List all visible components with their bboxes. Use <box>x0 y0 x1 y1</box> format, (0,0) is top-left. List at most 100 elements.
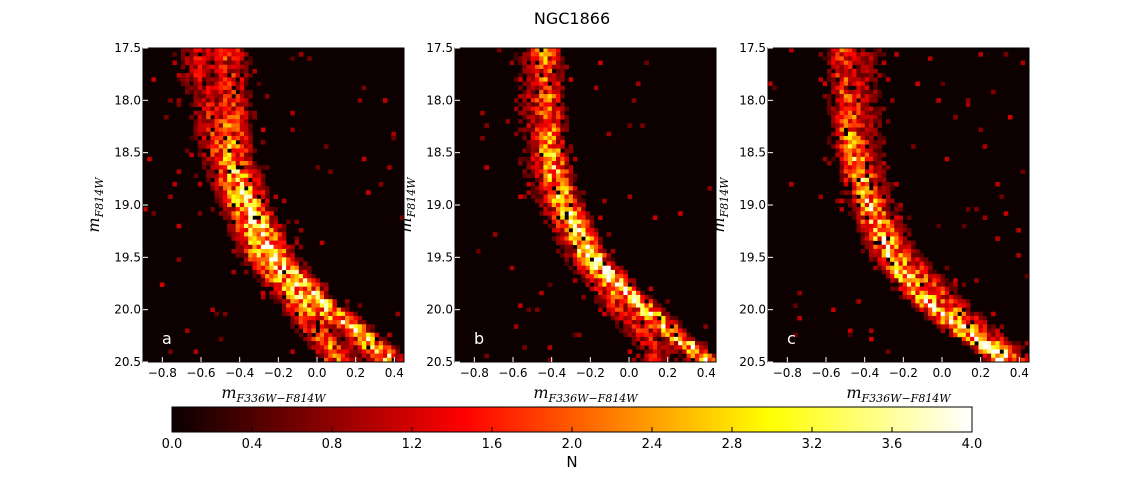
heatmap-cell <box>340 332 346 338</box>
colorbar-segment <box>608 407 613 432</box>
heatmap-cell <box>231 173 236 179</box>
heatmap-cell <box>856 152 861 158</box>
heatmap-cell <box>332 311 337 317</box>
heatmap-cell <box>518 60 523 66</box>
heatmap-cell <box>631 357 637 363</box>
heatmap-cell <box>881 228 887 233</box>
heatmap-cell <box>577 232 582 237</box>
heatmap-cell <box>944 295 950 300</box>
heatmap-cell <box>678 211 683 216</box>
heatmap-cell <box>518 303 523 308</box>
heatmap-cell <box>678 345 683 350</box>
heatmap-cell <box>556 135 561 141</box>
heatmap-cell <box>564 198 569 204</box>
heatmap-cell <box>869 207 874 212</box>
x-axis-label: mF336W−F814W <box>221 383 327 405</box>
heatmap-cell <box>885 248 891 254</box>
heatmap-cell <box>953 282 958 287</box>
heatmap-cell <box>260 257 266 262</box>
heatmap-cell <box>231 89 236 95</box>
heatmap-cell <box>248 89 253 95</box>
heatmap-cell <box>665 328 670 333</box>
heatmap-cell <box>873 156 878 162</box>
heatmap-cell <box>534 127 540 133</box>
heatmap-cell <box>577 202 582 208</box>
heatmap-cell <box>564 119 569 124</box>
heatmap-cell <box>585 211 591 216</box>
heatmap-cell <box>602 311 607 317</box>
heatmap-cell <box>218 152 224 158</box>
heatmap-cell <box>835 73 840 78</box>
heatmap-cell <box>556 85 561 91</box>
heatmap-cell <box>953 307 958 313</box>
heatmap-cell <box>235 119 241 124</box>
heatmap-cell <box>374 349 380 354</box>
heatmap-cell <box>227 198 232 204</box>
heatmap-cell <box>539 60 544 66</box>
heatmap-cell <box>881 269 887 275</box>
colorbar-segment <box>604 407 609 432</box>
heatmap-cell <box>970 336 975 342</box>
heatmap-cell <box>602 198 607 204</box>
heatmap-cell <box>906 282 912 287</box>
heatmap-cell <box>218 60 224 66</box>
heatmap-cell <box>556 198 561 204</box>
heatmap-cell <box>551 190 557 195</box>
heatmap-cell <box>239 215 245 220</box>
heatmap-cell <box>298 332 304 338</box>
heatmap-cell <box>772 85 777 91</box>
heatmap-cell <box>256 253 262 258</box>
heatmap-cell <box>534 194 540 200</box>
heatmap-cell <box>530 131 536 137</box>
heatmap-cell <box>636 315 641 321</box>
heatmap-cell <box>890 286 895 292</box>
heatmap-cell <box>235 156 241 162</box>
heatmap-cell <box>589 274 595 279</box>
heatmap-cell <box>623 303 628 308</box>
heatmap-cell <box>577 198 582 204</box>
heatmap-cell <box>227 60 232 66</box>
heatmap-cell <box>843 102 849 107</box>
heatmap-cell <box>873 131 878 137</box>
heatmap-cell <box>932 278 937 283</box>
heatmap-cell <box>269 265 274 271</box>
heatmap-cell <box>564 240 569 246</box>
y-tick-label: 20.5 <box>426 355 453 369</box>
heatmap-cell <box>978 328 983 333</box>
heatmap-cell <box>885 181 891 187</box>
heatmap-cell <box>244 169 249 174</box>
heatmap-cell <box>277 257 283 262</box>
heatmap-cell <box>890 232 895 237</box>
heatmap-cell <box>894 211 899 216</box>
heatmap-cells <box>143 48 405 363</box>
heatmap-cell <box>265 240 270 246</box>
heatmap-cell <box>543 73 548 78</box>
heatmap-cell <box>694 345 700 350</box>
heatmap-cell <box>273 215 279 220</box>
heatmap-cell <box>572 232 578 237</box>
heatmap-cell <box>547 223 553 229</box>
heatmap-cell <box>682 345 687 350</box>
heatmap-cell <box>324 357 329 363</box>
colorbar-segment <box>496 407 501 432</box>
heatmap-cell <box>378 353 384 359</box>
heatmap-cell <box>248 190 253 195</box>
heatmap-cell <box>235 219 241 225</box>
heatmap-cell <box>522 127 527 133</box>
y-tick-label: 20.0 <box>426 303 453 317</box>
heatmap-cell <box>995 349 1000 354</box>
heatmap-cell <box>610 286 616 292</box>
heatmap-cell <box>568 244 574 250</box>
heatmap-cell <box>577 332 582 338</box>
heatmap-cell <box>518 73 523 78</box>
heatmap-cell <box>902 240 908 246</box>
colorbar-segment <box>360 407 365 432</box>
heatmap-cell <box>577 219 582 225</box>
heatmap-cell <box>860 106 866 112</box>
heatmap-cell <box>302 265 308 271</box>
heatmap-cell <box>919 257 925 262</box>
heatmap-cell <box>690 349 696 354</box>
heatmap-cell <box>509 265 515 271</box>
heatmap-cell <box>286 265 291 271</box>
heatmap-cell <box>294 269 300 275</box>
